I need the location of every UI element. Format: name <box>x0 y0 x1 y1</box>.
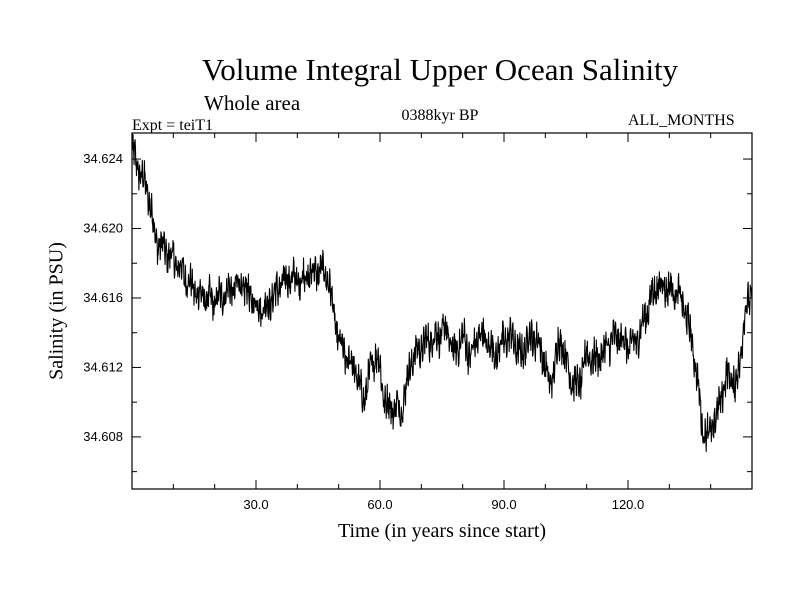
plot-frame <box>131 132 753 490</box>
y-tick-label: 34.612 <box>83 359 123 374</box>
chart-subtitle: Whole area <box>204 91 301 115</box>
y-tick-label: 34.616 <box>83 290 123 305</box>
y-tick-label: 34.624 <box>83 151 123 166</box>
y-tick-label: 34.608 <box>83 429 123 444</box>
experiment-label: Expt = teiT1 <box>132 117 214 134</box>
axis-ticks <box>132 133 752 489</box>
x-tick-label: 60.0 <box>367 497 392 512</box>
axis-tick-labels: 30.0 60.0 90.0 120.0 34.608 34.612 34.616 34.62… <box>83 151 644 512</box>
x-tick-label: 120.0 <box>612 497 645 512</box>
x-axis-label: Time (in years since start) <box>337 520 547 542</box>
chart-title: Volume Integral Upper Ocean Salinity <box>201 52 679 87</box>
salinity-series-line <box>131 133 753 453</box>
months-label: ALL_MONTHS <box>628 112 735 129</box>
x-tick-label: 30.0 <box>243 497 268 512</box>
x-tick-label: 90.0 <box>491 497 516 512</box>
period-label: 0388kyr BP <box>401 107 479 124</box>
y-tick-label: 34.620 <box>83 221 123 236</box>
